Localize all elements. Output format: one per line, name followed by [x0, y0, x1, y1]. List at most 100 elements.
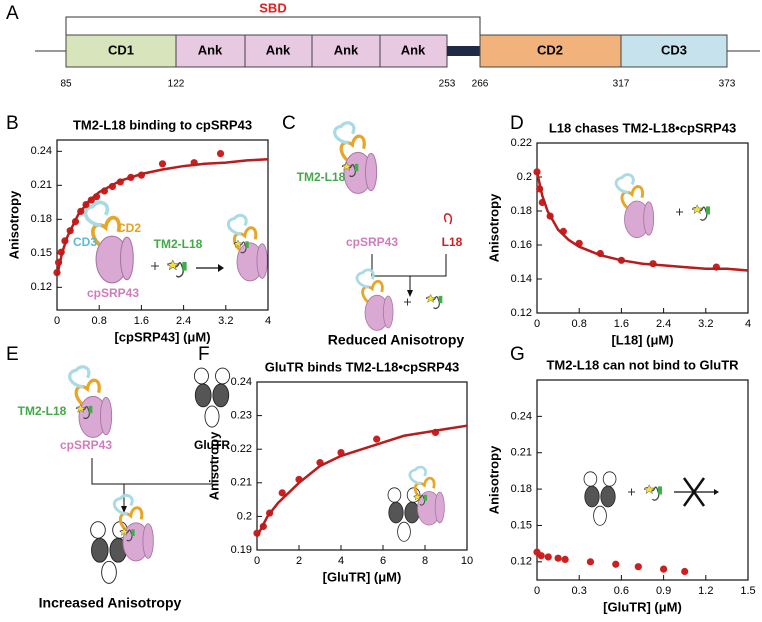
x-tick-label: 1.2	[698, 585, 713, 597]
peptide-cartoon	[166, 259, 188, 278]
linker	[447, 46, 480, 56]
y-tick-label: 0.23	[231, 410, 252, 422]
y-tick-label: 0.19	[231, 544, 252, 556]
cpsrp43-cartoon	[614, 173, 656, 240]
x-tick-label: 1.5	[740, 585, 755, 597]
x-tick-label: 0	[534, 585, 540, 597]
y-tick-label: 0.24	[511, 410, 532, 422]
data-point	[681, 567, 689, 576]
l18-cartoon	[443, 213, 453, 225]
x-tick-label: 8	[422, 555, 428, 567]
cartoon-label: L18	[442, 235, 463, 249]
x-tick-label: 2.4	[656, 318, 671, 330]
domain	[479, 34, 622, 68]
cpsrp43-cartoon	[355, 268, 395, 332]
y-tick-label: 0.12	[511, 307, 532, 319]
y-tick-label: 0.21	[511, 447, 532, 459]
arrow-head	[407, 290, 413, 297]
chart-title: GluTR binds TM2-L18•cpSRP43	[265, 359, 460, 374]
data-point	[561, 555, 569, 563]
data-point	[554, 554, 562, 562]
x-tick-label: 0	[254, 555, 260, 567]
y-axis-label: Anisotropy	[486, 445, 501, 514]
y-tick-label: 0.21	[31, 179, 52, 191]
y-tick-label: 0.24	[231, 376, 252, 388]
x-tick-label: 4	[265, 315, 271, 327]
complex-cartoon	[67, 365, 114, 440]
caption: Reduced Anisotropy	[328, 332, 465, 348]
domain-label: Ank	[401, 42, 426, 57]
plot-frame	[536, 142, 749, 314]
y-tick-label: 0.18	[31, 213, 52, 225]
x-tick-label: 0.9	[656, 585, 671, 597]
arrow-head	[218, 264, 224, 272]
cartoon-label: TM2-L18	[18, 404, 67, 418]
residue: 266	[472, 79, 489, 90]
domain-label: CD3	[661, 42, 687, 57]
data-point	[537, 552, 545, 560]
plus	[628, 488, 635, 496]
sbd-bracket	[65, 16, 481, 35]
y-tick-label: 0.16	[511, 239, 532, 251]
plus	[404, 298, 411, 306]
residue: 253	[439, 79, 456, 90]
x-tick-label: 4	[745, 318, 751, 330]
panel-label: G	[510, 344, 525, 365]
domain	[244, 34, 313, 68]
residue: 122	[168, 79, 185, 90]
y-tick-label: 0.21	[231, 477, 252, 489]
y-tick-label: 0.15	[31, 247, 52, 259]
complex-cartoon	[226, 213, 269, 283]
data-point	[278, 489, 286, 497]
data-point	[634, 563, 642, 571]
x-tick-label: 0.3	[572, 585, 587, 597]
cartoon-label: GluTR	[194, 438, 230, 452]
y-tick-label: 0.15	[511, 519, 532, 531]
cartoon-label: CD3	[73, 235, 97, 249]
plot-frame	[536, 379, 749, 581]
residue: 85	[60, 79, 72, 90]
data-point	[586, 558, 595, 566]
fit-line	[55, 158, 269, 277]
x-tick-label: 6	[380, 555, 386, 567]
data-point	[612, 560, 620, 568]
panel-label: B	[6, 113, 19, 134]
data-point	[158, 160, 167, 168]
y-tick-label: 0.22	[511, 137, 532, 149]
plus	[676, 208, 683, 216]
cartoon-label: cpSRP43	[346, 235, 398, 249]
domain-label: Ank	[266, 42, 291, 57]
data-point	[660, 565, 668, 573]
y-tick-label: 0.2	[237, 510, 252, 522]
y-axis-label: Anisotropy	[206, 431, 221, 500]
plus	[151, 262, 159, 270]
chart-title: TM2-L18 can not bind to GluTR	[546, 357, 739, 372]
cartoon-label: CD2	[117, 221, 141, 235]
domain-label: Ank	[334, 42, 359, 57]
x-tick-label: 1.6	[614, 318, 629, 330]
peptide-cartoon	[425, 293, 443, 310]
data-point	[373, 435, 381, 443]
x-tick-label: 2	[296, 555, 302, 567]
y-tick-label: 0.12	[31, 281, 52, 293]
x-tick-label: 0	[534, 318, 540, 330]
residue: 317	[613, 79, 630, 90]
connector	[91, 458, 213, 508]
peptide-cartoon	[691, 204, 711, 221]
y-tick-label: 0.12	[511, 556, 532, 568]
data-point	[544, 553, 552, 561]
panel-label: C	[282, 113, 296, 134]
cross	[682, 477, 706, 507]
glutr-cartoon	[583, 471, 617, 526]
y-tick-label: 0.14	[511, 273, 532, 285]
chart-title: TM2-L18 binding to cpSRP43	[73, 117, 252, 132]
panel-label: F	[198, 344, 210, 365]
cartoon-label: TM2-L18	[154, 237, 203, 251]
x-tick-label: 4	[338, 555, 344, 567]
domain-label: CD1	[108, 42, 134, 57]
fit-line	[255, 424, 468, 538]
x-tick-label: 0	[54, 315, 60, 327]
x-tick-label: 3.2	[698, 318, 713, 330]
